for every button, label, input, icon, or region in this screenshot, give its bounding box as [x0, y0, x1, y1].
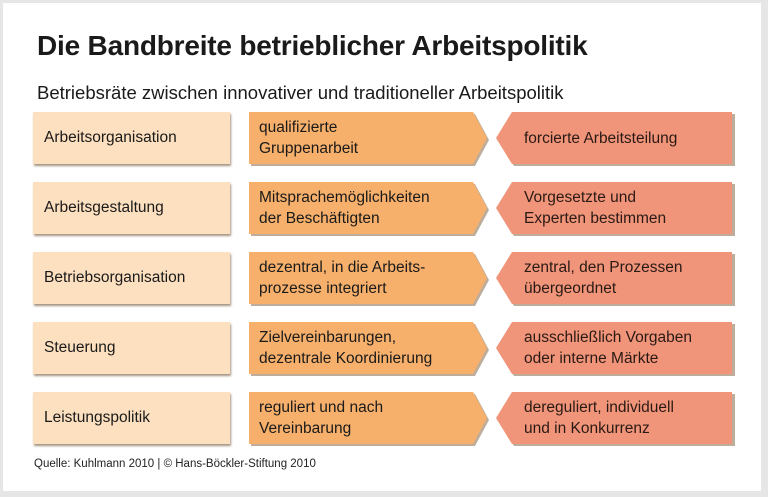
innovative-arrow: Mitsprachemöglichkeiten der Beschäftigte…: [249, 182, 489, 236]
left-arrow-shape-icon: [496, 182, 735, 236]
innovative-text: reguliert und nach Vereinbarung: [259, 399, 384, 437]
traditional-text: dereguliert, individuell und in Konkurre…: [524, 399, 674, 437]
left-arrow-shape-icon: [496, 392, 735, 446]
traditional-arrow: ausschließlich Vorgaben oder interne Mär…: [495, 322, 735, 376]
comparison-row: Arbeitsorganisation qualifizierte Gruppe…: [0, 112, 768, 168]
innovative-text: qualifizierte Gruppenarbeit: [259, 119, 359, 157]
traditional-arrow: dereguliert, individuell und in Konkurre…: [495, 392, 735, 446]
innovative-arrow: reguliert und nach Vereinbarung: [249, 392, 489, 446]
innovative-arrow: dezentral, in die Arbeits- prozesse inte…: [249, 252, 489, 306]
category-label: Arbeitsgestaltung: [44, 199, 164, 216]
category-box: Arbeitsorganisation: [33, 112, 230, 164]
category-label: Betriebsorganisation: [44, 269, 186, 286]
comparison-row: Leistungspolitik reguliert und nach Vere…: [0, 392, 768, 448]
category-box: Arbeitsgestaltung: [33, 182, 230, 234]
right-arrow-shape-icon: [249, 182, 489, 236]
source-footer: Quelle: Kuhlmann 2010 | © Hans-Böckler-S…: [34, 458, 316, 470]
left-arrow-shape-icon: [496, 322, 735, 376]
left-arrow-shape-icon: [496, 252, 735, 306]
right-arrow-shape-icon: [249, 252, 489, 306]
traditional-text: forcierte Arbeitsteilung: [524, 129, 678, 147]
category-label: Leistungspolitik: [44, 409, 150, 426]
right-arrow-shape-icon: [249, 112, 489, 166]
comparison-row: Arbeitsgestaltung Mitsprachemöglichkeite…: [0, 182, 768, 238]
category-label: Steuerung: [44, 339, 116, 356]
traditional-arrow: zentral, den Prozessen übergeordnet: [495, 252, 735, 306]
traditional-text: Vorgesetzte und Experten bestimmen: [524, 189, 667, 227]
right-arrow-shape-icon: [249, 392, 489, 446]
traditional-text: ausschließlich Vorgaben oder interne Mär…: [524, 329, 693, 367]
innovative-arrow: qualifizierte Gruppenarbeit: [249, 112, 489, 166]
traditional-text: zentral, den Prozessen übergeordnet: [524, 259, 683, 297]
page-subtitle: Betriebsräte zwischen innovativer und tr…: [37, 82, 564, 103]
category-box: Leistungspolitik: [33, 392, 230, 444]
left-arrow-shape-icon: [496, 112, 735, 166]
traditional-arrow: forcierte Arbeitsteilung: [495, 112, 735, 166]
right-arrow-shape-icon: [249, 322, 489, 376]
comparison-row: Steuerung Zielvereinbarungen, dezentrale…: [0, 322, 768, 378]
innovative-arrow: Zielvereinbarungen, dezentrale Koordinie…: [249, 322, 489, 376]
traditional-arrow: Vorgesetzte und Experten bestimmen: [495, 182, 735, 236]
category-box: Betriebsorganisation: [33, 252, 230, 304]
innovative-text: dezentral, in die Arbeits- prozesse inte…: [259, 259, 426, 297]
comparison-row: Betriebsorganisation dezentral, in die A…: [0, 252, 768, 308]
innovative-text: Mitsprachemöglichkeiten der Beschäftigte…: [259, 189, 430, 227]
category-box: Steuerung: [33, 322, 230, 374]
page-title: Die Bandbreite betrieblicher Arbeitspoli…: [37, 30, 588, 61]
innovative-text: Zielvereinbarungen, dezentrale Koordinie…: [259, 329, 433, 367]
category-label: Arbeitsorganisation: [44, 129, 177, 146]
